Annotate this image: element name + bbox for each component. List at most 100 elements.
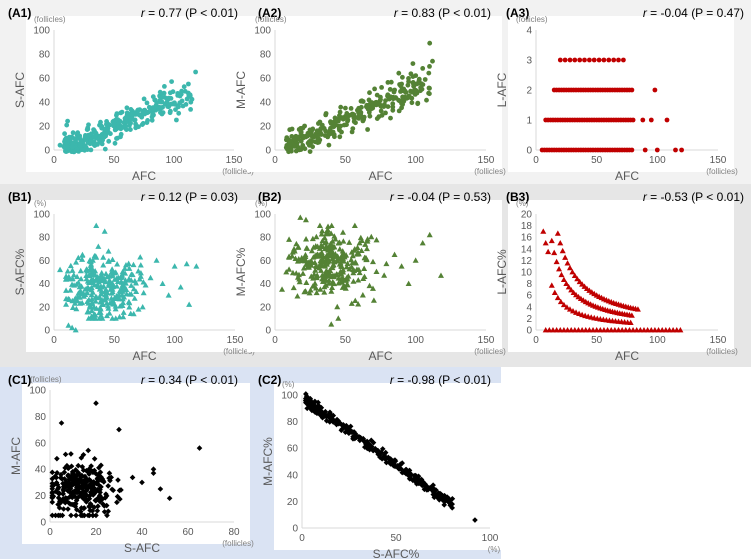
data-point [317, 257, 324, 264]
data-point [441, 502, 448, 508]
data-points [49, 400, 203, 519]
data-point [76, 283, 83, 290]
y-tick-label: 60 [39, 74, 51, 85]
data-point [419, 240, 426, 246]
data-point [319, 227, 326, 234]
data-point [301, 256, 308, 262]
data-point [321, 289, 328, 295]
data-point [84, 278, 91, 284]
data-point [332, 250, 339, 257]
data-point [330, 279, 337, 286]
panel-label: (B3) [506, 190, 529, 204]
y-tick-label: 0 [44, 326, 50, 337]
data-point [101, 228, 108, 234]
data-point [99, 315, 106, 321]
data-point [186, 81, 191, 87]
data-point [289, 134, 295, 139]
data-point [284, 137, 289, 143]
y-unit: (follicles) [34, 15, 66, 24]
data-point [103, 502, 110, 509]
x-tick-label: 50 [340, 155, 352, 166]
data-point [65, 273, 72, 280]
data-point [104, 273, 111, 280]
data-point [339, 229, 346, 235]
data-point [108, 284, 115, 290]
data-point [183, 260, 190, 267]
data-point [109, 315, 116, 321]
y-tick-label: 100 [33, 210, 50, 221]
data-point [83, 272, 90, 278]
data-point [109, 288, 116, 295]
data-point [318, 126, 324, 131]
data-point [313, 404, 319, 410]
data-point [127, 310, 134, 317]
data-point [126, 265, 133, 271]
data-point [92, 311, 99, 318]
data-point [378, 108, 384, 114]
y-tick-label: 40 [260, 98, 272, 109]
data-point [61, 476, 68, 482]
data-point [89, 300, 96, 307]
data-point [79, 512, 86, 519]
x-tick-label: 0 [47, 527, 53, 538]
data-point [119, 302, 126, 309]
data-point [99, 141, 105, 147]
data-point [379, 85, 384, 90]
data-point [410, 61, 416, 66]
data-point [85, 147, 90, 153]
data-point [53, 488, 59, 495]
y-tick-label: 0 [292, 524, 298, 535]
data-point [629, 87, 635, 93]
data-point [70, 144, 75, 150]
x-axis-label: AFC [615, 169, 639, 183]
data-point [109, 256, 116, 263]
y-tick-label: 20 [39, 302, 51, 313]
data-point [596, 57, 602, 63]
data-point [86, 140, 92, 146]
data-point [77, 300, 84, 306]
data-point [316, 245, 323, 251]
data-point [126, 291, 133, 297]
y-tick-label: 60 [260, 256, 272, 267]
data-point [405, 280, 412, 286]
data-point [566, 306, 573, 312]
data-point [64, 268, 71, 274]
data-point [360, 118, 366, 124]
data-point [97, 469, 104, 475]
data-point [387, 460, 393, 466]
data-point [74, 273, 81, 280]
data-point [289, 249, 296, 255]
data-point [298, 257, 305, 264]
x-tick-label: 50 [109, 335, 121, 346]
data-point [106, 310, 113, 316]
data-point [293, 148, 299, 154]
data-point [109, 266, 116, 272]
data-point [295, 244, 302, 250]
data-point [65, 322, 72, 328]
y-tick-label: 20 [287, 497, 299, 508]
y-tick-label: 12 [521, 256, 533, 267]
data-point [443, 494, 449, 501]
data-point [289, 253, 296, 259]
panel-a2: 0 20 40 60 80 100 0 50 100 150 (A2) r = 0.83 (P < 0… [234, 6, 506, 183]
data-point [70, 475, 77, 482]
data-point [128, 107, 134, 112]
data-point [430, 58, 435, 64]
data-point [337, 259, 344, 266]
data-point [72, 500, 79, 507]
data-point [87, 507, 93, 514]
panel-label: (B2) [258, 190, 281, 204]
x-tick-label: 50 [108, 155, 120, 166]
data-point [166, 95, 172, 101]
data-point [324, 261, 331, 267]
data-point [332, 134, 337, 140]
data-point [312, 267, 319, 273]
data-point [370, 447, 377, 454]
y-tick-label: 100 [281, 391, 298, 402]
data-point [126, 304, 133, 310]
data-point [58, 420, 65, 426]
data-point [144, 100, 150, 106]
data-point [297, 214, 304, 220]
data-point [370, 297, 377, 303]
data-point [129, 271, 136, 278]
